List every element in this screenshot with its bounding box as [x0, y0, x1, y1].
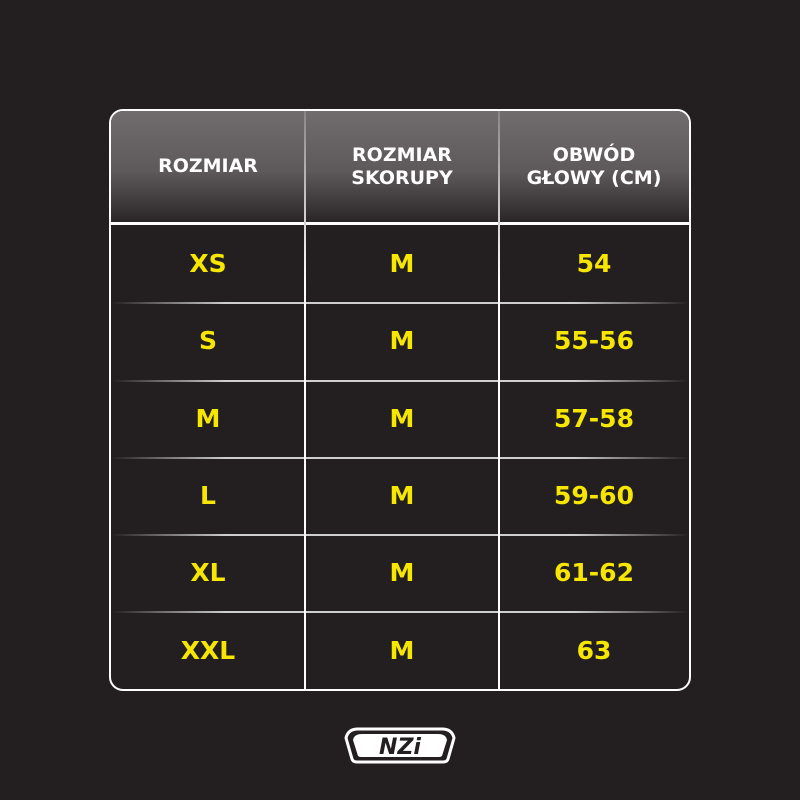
cell-size: S: [198, 326, 217, 356]
cell-head-circumference: 61-62: [554, 558, 634, 588]
table-row: M M 57-58: [111, 379, 689, 457]
table-row: XXL M 63: [111, 611, 689, 688]
cell-size: M: [195, 403, 221, 433]
header-shell-size: ROZMIAR SKORUPY: [351, 143, 453, 189]
cell-head-circumference: 63: [576, 635, 612, 665]
cell-size: L: [200, 481, 216, 511]
cell-head-circumference: 57-58: [554, 403, 634, 433]
cell-size: XL: [190, 558, 226, 588]
header-head-circumference: OBWÓD GŁOWY (CM): [526, 143, 662, 189]
column-divider: [498, 111, 500, 689]
cell-shell-size: M: [389, 326, 415, 356]
cell-head-circumference: 59-60: [554, 481, 634, 511]
column-divider: [304, 111, 306, 689]
nzi-logo: NZi: [344, 727, 456, 764]
svg-text:NZi: NZi: [379, 735, 421, 760]
cell-shell-size: M: [389, 558, 415, 588]
cell-shell-size: M: [389, 249, 415, 279]
cell-head-circumference: 54: [576, 249, 612, 279]
table-row: XL M 61-62: [111, 534, 689, 611]
table-body: XS M 54 S M 55-56 M M 57-58 L M 59-60 XL M 61-62 XXL M 63: [111, 225, 689, 689]
cell-shell-size: M: [389, 403, 415, 433]
cell-shell-size: M: [389, 481, 415, 511]
cell-shell-size: M: [389, 635, 415, 665]
cell-size: XXL: [180, 635, 236, 665]
cell-size: XS: [189, 249, 227, 279]
cell-head-circumference: 55-56: [554, 326, 634, 356]
table-row: S M 55-56: [111, 302, 689, 379]
table-header: ROZMIAR ROZMIAR SKORUPY OBWÓD GŁOWY (CM): [111, 111, 689, 225]
header-size: ROZMIAR: [158, 155, 258, 177]
size-chart-table: ROZMIAR ROZMIAR SKORUPY OBWÓD GŁOWY (CM)…: [109, 109, 691, 691]
table-row: XS M 54: [111, 225, 689, 302]
table-row: L M 59-60: [111, 456, 689, 534]
